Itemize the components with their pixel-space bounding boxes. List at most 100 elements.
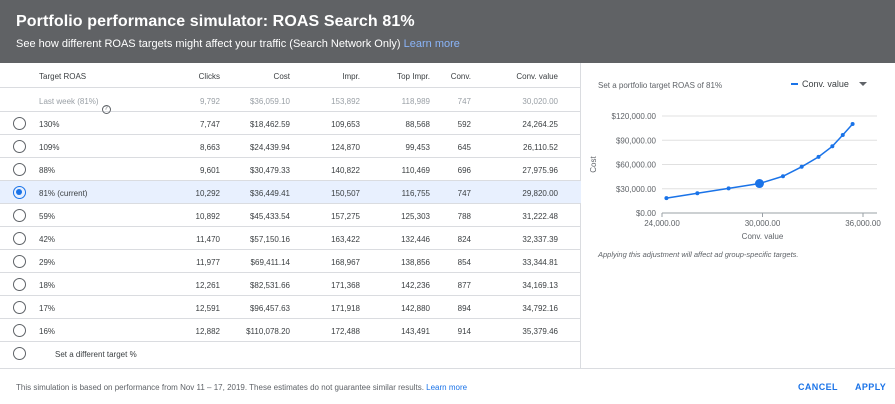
data-point [799, 164, 804, 169]
radio-button[interactable] [13, 301, 26, 314]
cell-cost: $45,433.54 [249, 212, 290, 221]
table-row[interactable]: 81% (current) 10,292 $36,449.41 150,507 116,… [0, 181, 581, 204]
x-axis-label: Conv. value [742, 232, 784, 241]
table-row[interactable]: 29% 11,977 $69,411.14 168,967 138,856 854 33,3… [0, 250, 581, 273]
data-point [664, 196, 669, 201]
cell-conv-value: 33,344.81 [522, 258, 558, 267]
table-row[interactable]: 130% 7,747 $18,462.59 109,653 88,568 592 24,26… [0, 112, 581, 135]
cell-clicks: 9,601 [199, 166, 220, 175]
radio-button[interactable] [13, 140, 26, 153]
data-point [816, 154, 821, 159]
dropdown-caret-icon [858, 82, 867, 86]
col-target-roas: Target ROAS [39, 72, 87, 81]
radio-button[interactable] [13, 255, 26, 268]
cancel-button[interactable]: CANCEL [798, 382, 838, 392]
cell-top-impr: 99,453 [405, 143, 430, 152]
table-row[interactable]: 16% 12,882 $110,078.20 172,488 143,491 914 35,… [0, 319, 581, 342]
data-point [726, 186, 731, 191]
apply-button[interactable]: APPLY [855, 382, 887, 392]
cell-conv-value: 30,020.00 [522, 97, 558, 106]
y-tick-label: $120,000.00 [612, 112, 657, 121]
cell-target-roas: 29% [39, 258, 56, 267]
cell-conv: 824 [457, 235, 471, 244]
cell-top-impr: 143,491 [401, 327, 430, 336]
radio-button[interactable] [13, 278, 26, 291]
radio-button[interactable] [13, 163, 26, 176]
table-row[interactable]: 59% 10,892 $45,433.54 157,275 125,303 788 31,2… [0, 204, 581, 227]
cell-conv-value: 24,264.25 [522, 120, 558, 129]
cell-conv: 645 [457, 143, 471, 152]
cell-top-impr: 125,303 [401, 212, 430, 221]
table-row[interactable]: 88% 9,601 $30,479.33 140,822 110,469 696 27,97… [0, 158, 581, 181]
cell-clicks: 8,663 [199, 143, 220, 152]
cell-conv: 696 [457, 166, 471, 175]
table-row[interactable]: 109% 8,663 $24,439.94 124,870 99,453 645 26,11… [0, 135, 581, 158]
cell-top-impr: 110,469 [401, 166, 430, 175]
cell-conv-value: 27,975.96 [522, 166, 558, 175]
table-row[interactable]: 17% 12,591 $96,457.63 171,918 142,880 894 34,7… [0, 296, 581, 319]
dialog-subtitle: See how different ROAS targets might aff… [16, 38, 460, 50]
cell-clicks: 10,892 [195, 212, 220, 221]
subtitle-text: See how different ROAS targets might aff… [16, 38, 401, 50]
dialog-title: Portfolio performance simulator: ROAS Se… [16, 13, 415, 30]
footer-disclaimer: This simulation is based on performance … [16, 383, 467, 392]
cell-cost: $30,479.33 [249, 166, 290, 175]
custom-target-row[interactable]: Set a different target % [0, 342, 581, 365]
chart-note: Applying this adjustment will affect ad … [598, 250, 799, 259]
radio-button[interactable] [13, 209, 26, 222]
cell-conv: 914 [457, 327, 471, 336]
cell-top-impr: 142,880 [401, 304, 430, 313]
metric-dropdown[interactable]: Conv. value [791, 79, 867, 89]
cell-conv: 747 [457, 189, 471, 198]
radio-button[interactable] [13, 324, 26, 337]
cell-top-impr: 118,989 [401, 97, 430, 106]
cell-cost: $69,411.14 [250, 258, 290, 267]
help-icon[interactable]: ? [101, 105, 111, 114]
series-line [666, 123, 854, 199]
footer-text: This simulation is based on performance … [16, 383, 424, 392]
cell-impr: 150,507 [331, 189, 360, 198]
cell-conv: 894 [457, 304, 471, 313]
cell-target-roas: 59% [39, 212, 56, 221]
table-row[interactable]: 42% 11,470 $57,150.16 163,422 132,446 824 32,3… [0, 227, 581, 250]
cell-clicks: 10,292 [195, 189, 220, 198]
chart-panel: Set a portfolio target ROAS of 81% Conv.… [582, 63, 895, 368]
cell-impr: 157,275 [331, 212, 360, 221]
x-tick-label: 24,000.00 [644, 219, 680, 228]
cell-conv: 592 [457, 120, 471, 129]
radio-button[interactable] [13, 186, 26, 199]
cell-clicks: 11,470 [196, 235, 220, 244]
data-point [780, 174, 785, 179]
dialog-header: Portfolio performance simulator: ROAS Se… [0, 0, 895, 63]
x-tick-label: 36,000.00 [845, 219, 881, 228]
cell-impr: 140,822 [331, 166, 360, 175]
radio-custom-target[interactable] [13, 347, 26, 360]
col-top-impr: Top Impr. [397, 72, 430, 81]
cell-clicks: 9,792 [199, 97, 220, 106]
cell-cost: $36,059.10 [249, 97, 290, 106]
cell-target-roas: 88% [39, 166, 56, 175]
table-row[interactable]: 18% 12,261 $82,531.66 171,368 142,236 877 34,1… [0, 273, 581, 296]
radio-button[interactable] [13, 232, 26, 245]
cell-impr: 153,892 [331, 97, 360, 106]
header-learn-more-link[interactable]: Learn more [403, 38, 460, 50]
cell-conv-value: 35,379.46 [522, 327, 558, 336]
cell-impr: 172,488 [331, 327, 360, 336]
cell-cost: $18,462.59 [249, 120, 290, 129]
cost-vs-conv-value-chart[interactable]: $0.00 $30,000.00 $60,000.00 $90,000.00 $120,… [582, 63, 895, 248]
cell-conv: 877 [457, 281, 471, 290]
cell-cost: $57,150.16 [249, 235, 290, 244]
custom-target-input[interactable]: Set a different target % [55, 350, 137, 359]
last-week-row: Last week (81%)? 9,792 $36,059.10 153,89… [0, 89, 581, 114]
footer-learn-more-link[interactable]: Learn more [426, 383, 468, 392]
metric-dropdown-value: Conv. value [802, 79, 849, 89]
col-conv: Conv. [450, 72, 471, 81]
col-cost: Cost [273, 72, 290, 81]
radio-button[interactable] [13, 117, 26, 130]
col-clicks: Clicks [198, 72, 220, 81]
y-axis-label: Cost [589, 156, 598, 173]
col-impr: Impr. [342, 72, 360, 81]
cell-cost: $82,531.66 [249, 281, 290, 290]
y-tick-label: $60,000.00 [616, 161, 657, 170]
cell-top-impr: 88,568 [405, 120, 430, 129]
